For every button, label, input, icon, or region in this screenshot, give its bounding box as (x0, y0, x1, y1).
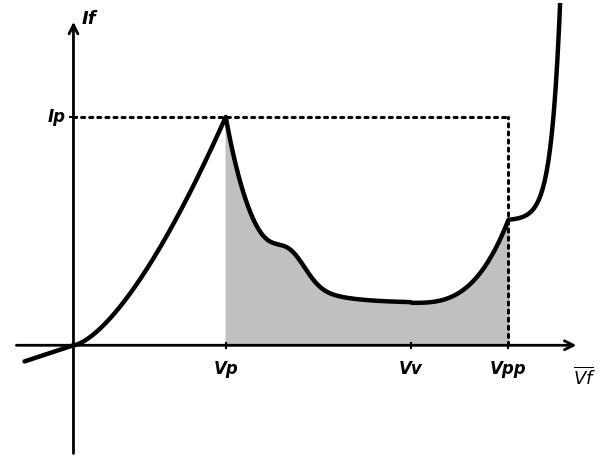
Text: If: If (82, 10, 96, 28)
Text: Ip: Ip (47, 108, 65, 126)
Text: Vp: Vp (214, 360, 238, 378)
Text: $\overline{Vf}$: $\overline{Vf}$ (573, 366, 596, 388)
Text: Vv: Vv (399, 360, 422, 378)
Text: Vpp: Vpp (490, 360, 527, 378)
